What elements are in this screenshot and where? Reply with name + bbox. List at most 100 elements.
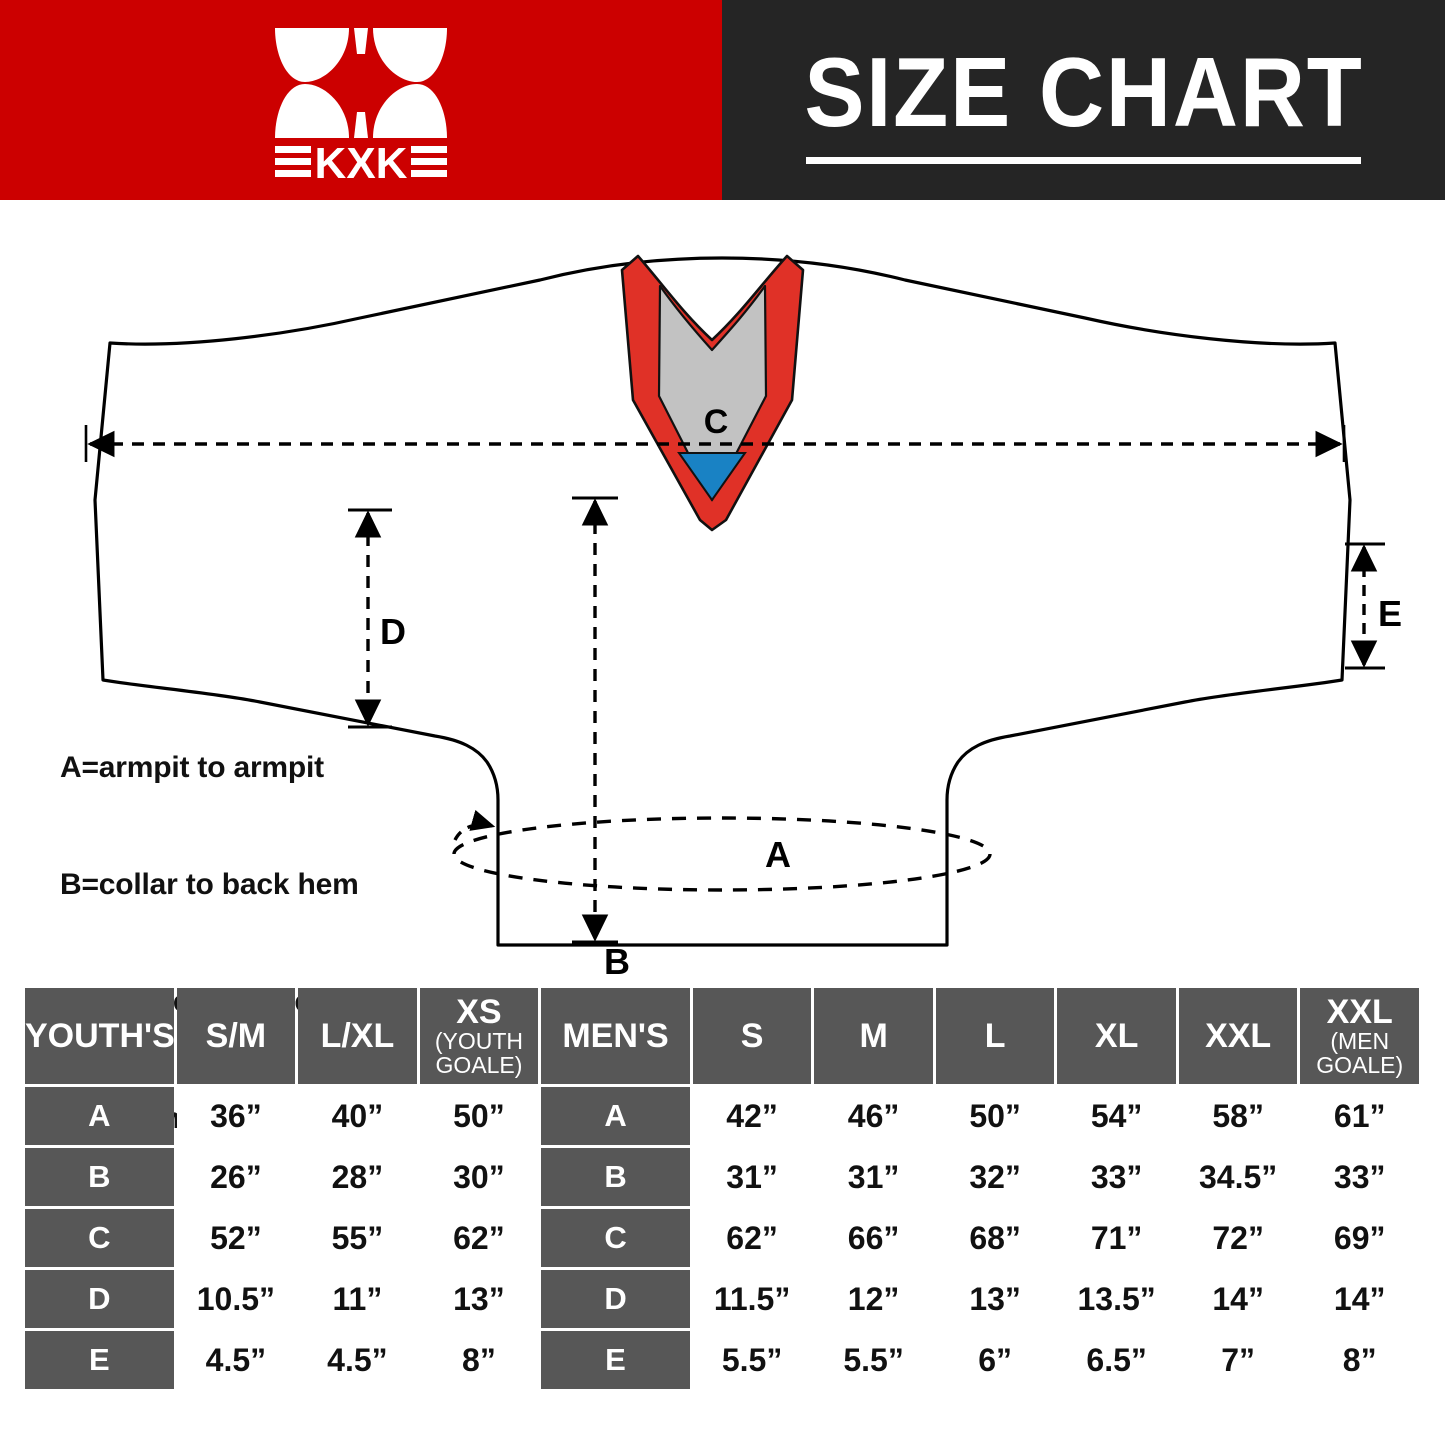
cell-youth-lxl-e: 4.5” xyxy=(298,1331,417,1389)
row-label-men-b: B xyxy=(541,1148,690,1206)
cell-men-m-e: 5.5” xyxy=(814,1331,933,1389)
label-d: D xyxy=(380,611,406,652)
cell-youth-lxl-a: 40” xyxy=(298,1087,417,1145)
cell-men-xxl-b: 34.5” xyxy=(1178,1148,1298,1206)
cell-men-l-e: 6” xyxy=(935,1331,1055,1389)
header-men-s: S xyxy=(692,988,812,1084)
table-header-row: YOUTH'S S/M L/XL XS (YOUTH GOALE) MEN'S … xyxy=(25,988,1419,1084)
header-youth-lxl: L/XL xyxy=(298,988,417,1084)
cell-men-l-d: 13” xyxy=(935,1270,1055,1328)
header-youth-xs-label: XS xyxy=(456,992,502,1031)
cell-men-m-b: 31” xyxy=(814,1148,933,1206)
label-a: A xyxy=(765,834,791,875)
cell-men-l-b: 32” xyxy=(935,1148,1055,1206)
cell-youth-sm-e: 4.5” xyxy=(176,1331,296,1389)
cell-men-m-c: 66” xyxy=(814,1209,933,1267)
cell-men-xxl-e: 7” xyxy=(1178,1331,1298,1389)
cell-youth-lxl-d: 11” xyxy=(298,1270,417,1328)
table-row: C 52” 55” 62” C 62” 66” 68” 71” 72” 69” xyxy=(25,1209,1419,1267)
header-men-xxl-goalie-label: XXL xyxy=(1326,992,1393,1031)
header-men-xl-label: XL xyxy=(1094,1016,1139,1055)
header-youth-xs: XS (YOUTH GOALE) xyxy=(419,988,539,1084)
cell-youth-xs-c: 62” xyxy=(419,1209,539,1267)
size-table-wrap: YOUTH'S S/M L/XL XS (YOUTH GOALE) MEN'S … xyxy=(22,985,1422,1392)
header-mens: MEN'S xyxy=(541,988,690,1084)
cell-men-xxlg-e: 8” xyxy=(1300,1331,1419,1389)
label-b: B xyxy=(604,941,630,980)
cell-men-xxl-a: 58” xyxy=(1178,1087,1298,1145)
label-c: C xyxy=(704,403,729,441)
legend-item-a: A=armpit to armpit xyxy=(60,751,324,784)
measure-d xyxy=(348,508,392,729)
row-label-youth-a: A xyxy=(25,1087,174,1145)
jersey-outline xyxy=(93,256,1352,947)
page-header: KXK SIZE CHART xyxy=(0,0,1445,200)
cell-men-xl-b: 33” xyxy=(1057,1148,1176,1206)
header-mens-label: MEN'S xyxy=(562,1016,669,1055)
cell-men-l-c: 68” xyxy=(935,1209,1055,1267)
cell-youth-sm-d: 10.5” xyxy=(176,1270,296,1328)
label-e: E xyxy=(1378,593,1402,634)
header-youths-label: YOUTH'S xyxy=(25,1016,175,1055)
header-men-l-label: L xyxy=(984,1016,1006,1055)
brand-panel: KXK xyxy=(0,0,722,200)
header-men-xxl-goalie: XXL (MEN GOALE) xyxy=(1300,988,1419,1084)
measure-c xyxy=(84,425,1346,462)
cell-men-xl-e: 6.5” xyxy=(1057,1331,1176,1389)
measure-e xyxy=(1345,542,1385,670)
cell-youth-lxl-b: 28” xyxy=(298,1148,417,1206)
row-label-youth-d: D xyxy=(25,1270,174,1328)
cell-men-xl-d: 13.5” xyxy=(1057,1270,1176,1328)
cell-men-xxlg-b: 33” xyxy=(1300,1148,1419,1206)
cell-men-xxlg-d: 14” xyxy=(1300,1270,1419,1328)
table-row: E 4.5” 4.5” 8” E 5.5” 5.5” 6” 6.5” 7” 8” xyxy=(25,1331,1419,1389)
cell-men-xl-a: 54” xyxy=(1057,1087,1176,1145)
cell-youth-xs-b: 30” xyxy=(419,1148,539,1206)
jersey-diagram: C D B E A A=armpit to armpit B=collar to… xyxy=(0,200,1445,1252)
row-label-youth-c: C xyxy=(25,1209,174,1267)
cell-men-l-a: 50” xyxy=(935,1087,1055,1145)
cell-men-s-e: 5.5” xyxy=(692,1331,812,1389)
cell-men-xl-c: 71” xyxy=(1057,1209,1176,1267)
header-men-s-label: S xyxy=(740,1016,764,1055)
cell-men-m-d: 12” xyxy=(814,1270,933,1328)
cell-men-xxl-c: 72” xyxy=(1178,1209,1298,1267)
table-row: A 36” 40” 50” A 42” 46” 50” 54” 58” 61” xyxy=(25,1087,1419,1145)
row-label-men-a: A xyxy=(541,1087,690,1145)
cell-men-xxlg-c: 69” xyxy=(1300,1209,1419,1267)
page-title: SIZE CHART xyxy=(803,36,1364,147)
header-youths: YOUTH'S xyxy=(25,988,175,1084)
header-men-xxl-label: XXL xyxy=(1205,1016,1272,1055)
cell-men-xxl-d: 14” xyxy=(1178,1270,1298,1328)
cell-men-s-d: 11.5” xyxy=(692,1270,812,1328)
row-label-youth-b: B xyxy=(25,1148,174,1206)
cell-youth-sm-a: 36” xyxy=(176,1087,296,1145)
header-youth-sm-label: S/M xyxy=(205,1016,267,1055)
cell-men-xxlg-a: 61” xyxy=(1300,1087,1419,1145)
header-men-m-label: M xyxy=(859,1016,888,1055)
row-label-men-d: D xyxy=(541,1270,690,1328)
size-table: YOUTH'S S/M L/XL XS (YOUTH GOALE) MEN'S … xyxy=(22,985,1422,1392)
cell-youth-lxl-c: 55” xyxy=(298,1209,417,1267)
measure-b xyxy=(572,496,618,944)
cell-youth-sm-c: 52” xyxy=(176,1209,296,1267)
cell-youth-xs-e: 8” xyxy=(419,1331,539,1389)
measure-a xyxy=(452,809,992,892)
header-men-m: M xyxy=(814,988,933,1084)
title-panel: SIZE CHART xyxy=(722,0,1445,200)
row-label-men-e: E xyxy=(541,1331,690,1389)
table-row: B 26” 28” 30” B 31” 31” 32” 33” 34.5” 33… xyxy=(25,1148,1419,1206)
cell-men-s-b: 31” xyxy=(692,1148,812,1206)
cell-men-m-a: 46” xyxy=(814,1087,933,1145)
kxk-logo: KXK xyxy=(261,20,461,188)
header-youth-lxl-label: L/XL xyxy=(320,1016,395,1055)
header-men-xxl: XXL xyxy=(1178,988,1298,1084)
cell-youth-xs-a: 50” xyxy=(419,1087,539,1145)
svg-text:KXK: KXK xyxy=(315,139,408,180)
header-men-l: L xyxy=(935,988,1055,1084)
cell-youth-xs-d: 13” xyxy=(419,1270,539,1328)
cell-men-s-c: 62” xyxy=(692,1209,812,1267)
header-youth-xs-sub: (YOUTH GOALE) xyxy=(434,1028,524,1079)
cell-men-s-a: 42” xyxy=(692,1087,812,1145)
header-men-xl: XL xyxy=(1057,988,1176,1084)
